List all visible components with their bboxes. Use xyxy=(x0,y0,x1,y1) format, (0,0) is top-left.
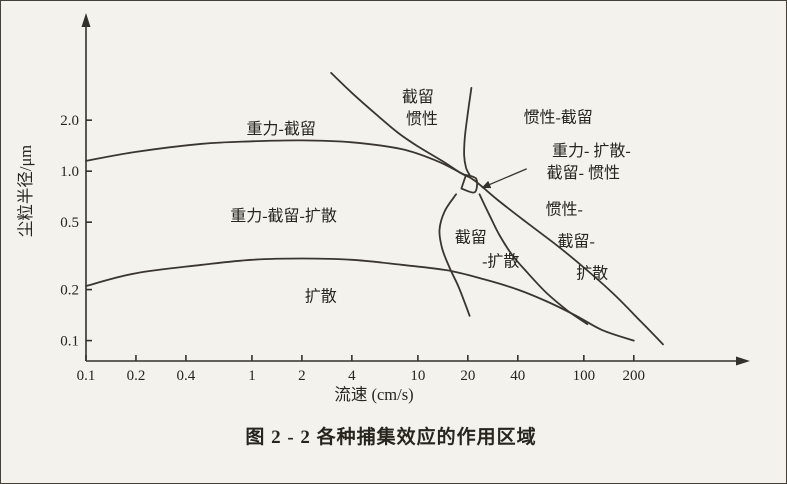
y-tick-label: 0.5 xyxy=(60,215,79,231)
curve-central-knot-region xyxy=(460,174,479,194)
y-tick-label: 2.0 xyxy=(60,113,79,129)
axis-ticks: 0.1 0.2 0.4 1 2 4 10 20 40 100 200 0.1 0.2 0.5 1.0 2.0 xyxy=(60,113,645,384)
region-label-gravity-interception: 重力-截留 xyxy=(246,120,315,138)
curve-interception-inertia-right-boundary xyxy=(463,87,473,176)
region-label-interception-diffusion: 截留-扩散 xyxy=(455,228,520,270)
region-label-gravity-interception-diffusion: 重力-截留-扩散 xyxy=(230,207,337,225)
annotations xyxy=(481,168,527,189)
figure-caption: 图 2 - 2 各种捕集效应的作用区域 xyxy=(245,425,536,448)
region-label-interception-inertia: 截留惯性 xyxy=(402,88,438,128)
curve-diffusion-upper-boundary xyxy=(85,257,635,342)
y-tick-label: 0.1 xyxy=(60,334,79,350)
x-tick-label: 0.2 xyxy=(127,368,146,384)
region-label-diffusion: 扩散 xyxy=(305,287,337,305)
curve-interception-diffusion-right-boundary xyxy=(478,193,589,326)
boundary-curves xyxy=(85,72,664,346)
x-tick-label: 4 xyxy=(348,368,356,384)
x-tick-label: 100 xyxy=(573,368,596,384)
x-tick-label: 10 xyxy=(410,368,425,384)
curve-interception-diffusion-left-boundary xyxy=(438,193,471,317)
region-labels: 重力-截留 截留惯性惯性-截留重力- 扩散-截留- 惯性重力-截留-扩散截留-扩散… xyxy=(230,88,630,306)
y-tick-label: 0.2 xyxy=(60,283,79,299)
x-axis-title: 流速 (cm/s) xyxy=(334,385,413,404)
curve-interception-inertia-left-boundary xyxy=(330,72,469,178)
y-tick-label: 1.0 xyxy=(60,164,79,180)
x-tick-label: 1 xyxy=(248,368,256,384)
x-axis-arrow-icon xyxy=(736,356,750,366)
x-tick-label: 0.1 xyxy=(77,368,96,384)
x-tick-label: 20 xyxy=(460,368,475,384)
x-tick-label: 40 xyxy=(510,368,525,384)
region-label-inertia-interception-diffusion: 惯性-截留-扩散 xyxy=(545,200,608,282)
x-tick-label: 200 xyxy=(623,368,646,384)
y-axis-arrow-icon xyxy=(81,13,91,27)
region-label-gravity-diffusion-interception-inertia: 重力- 扩散-截留- 惯性 xyxy=(547,142,631,182)
region-label-inertia-interception: 惯性-截留 xyxy=(523,109,592,127)
x-tick-label: 0.4 xyxy=(177,368,196,384)
y-axis-title: 尘粒半径/μm xyxy=(16,145,35,237)
annotation-arrow xyxy=(481,168,527,189)
x-tick-label: 2 xyxy=(298,368,306,384)
